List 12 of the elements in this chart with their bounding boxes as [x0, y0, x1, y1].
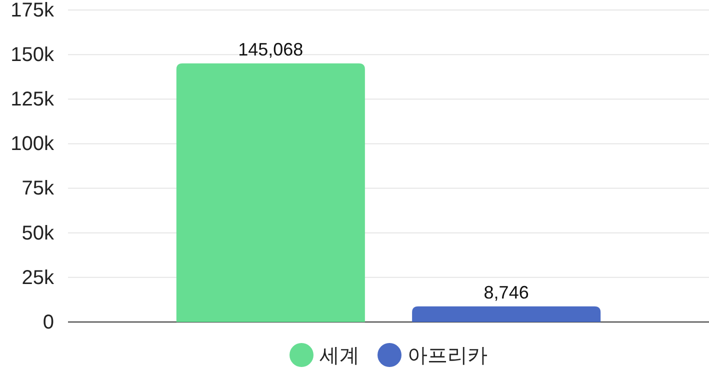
data-label: 145,068 — [238, 39, 304, 60]
y-tick-label: 75k — [22, 178, 55, 200]
y-tick-label: 150k — [10, 44, 55, 66]
y-tick-label: 175k — [10, 0, 55, 22]
y-tick-label: 100k — [10, 133, 55, 156]
legend-label: 세계 — [320, 345, 360, 367]
data-label: 8,746 — [484, 282, 529, 302]
y-tick-label: 50k — [22, 222, 55, 244]
legend-label: 아프리카 — [408, 345, 488, 367]
y-tick-label: 25k — [22, 266, 55, 289]
y-tick-label: 125k — [10, 88, 55, 111]
y-tick-label: 0 — [42, 311, 54, 334]
